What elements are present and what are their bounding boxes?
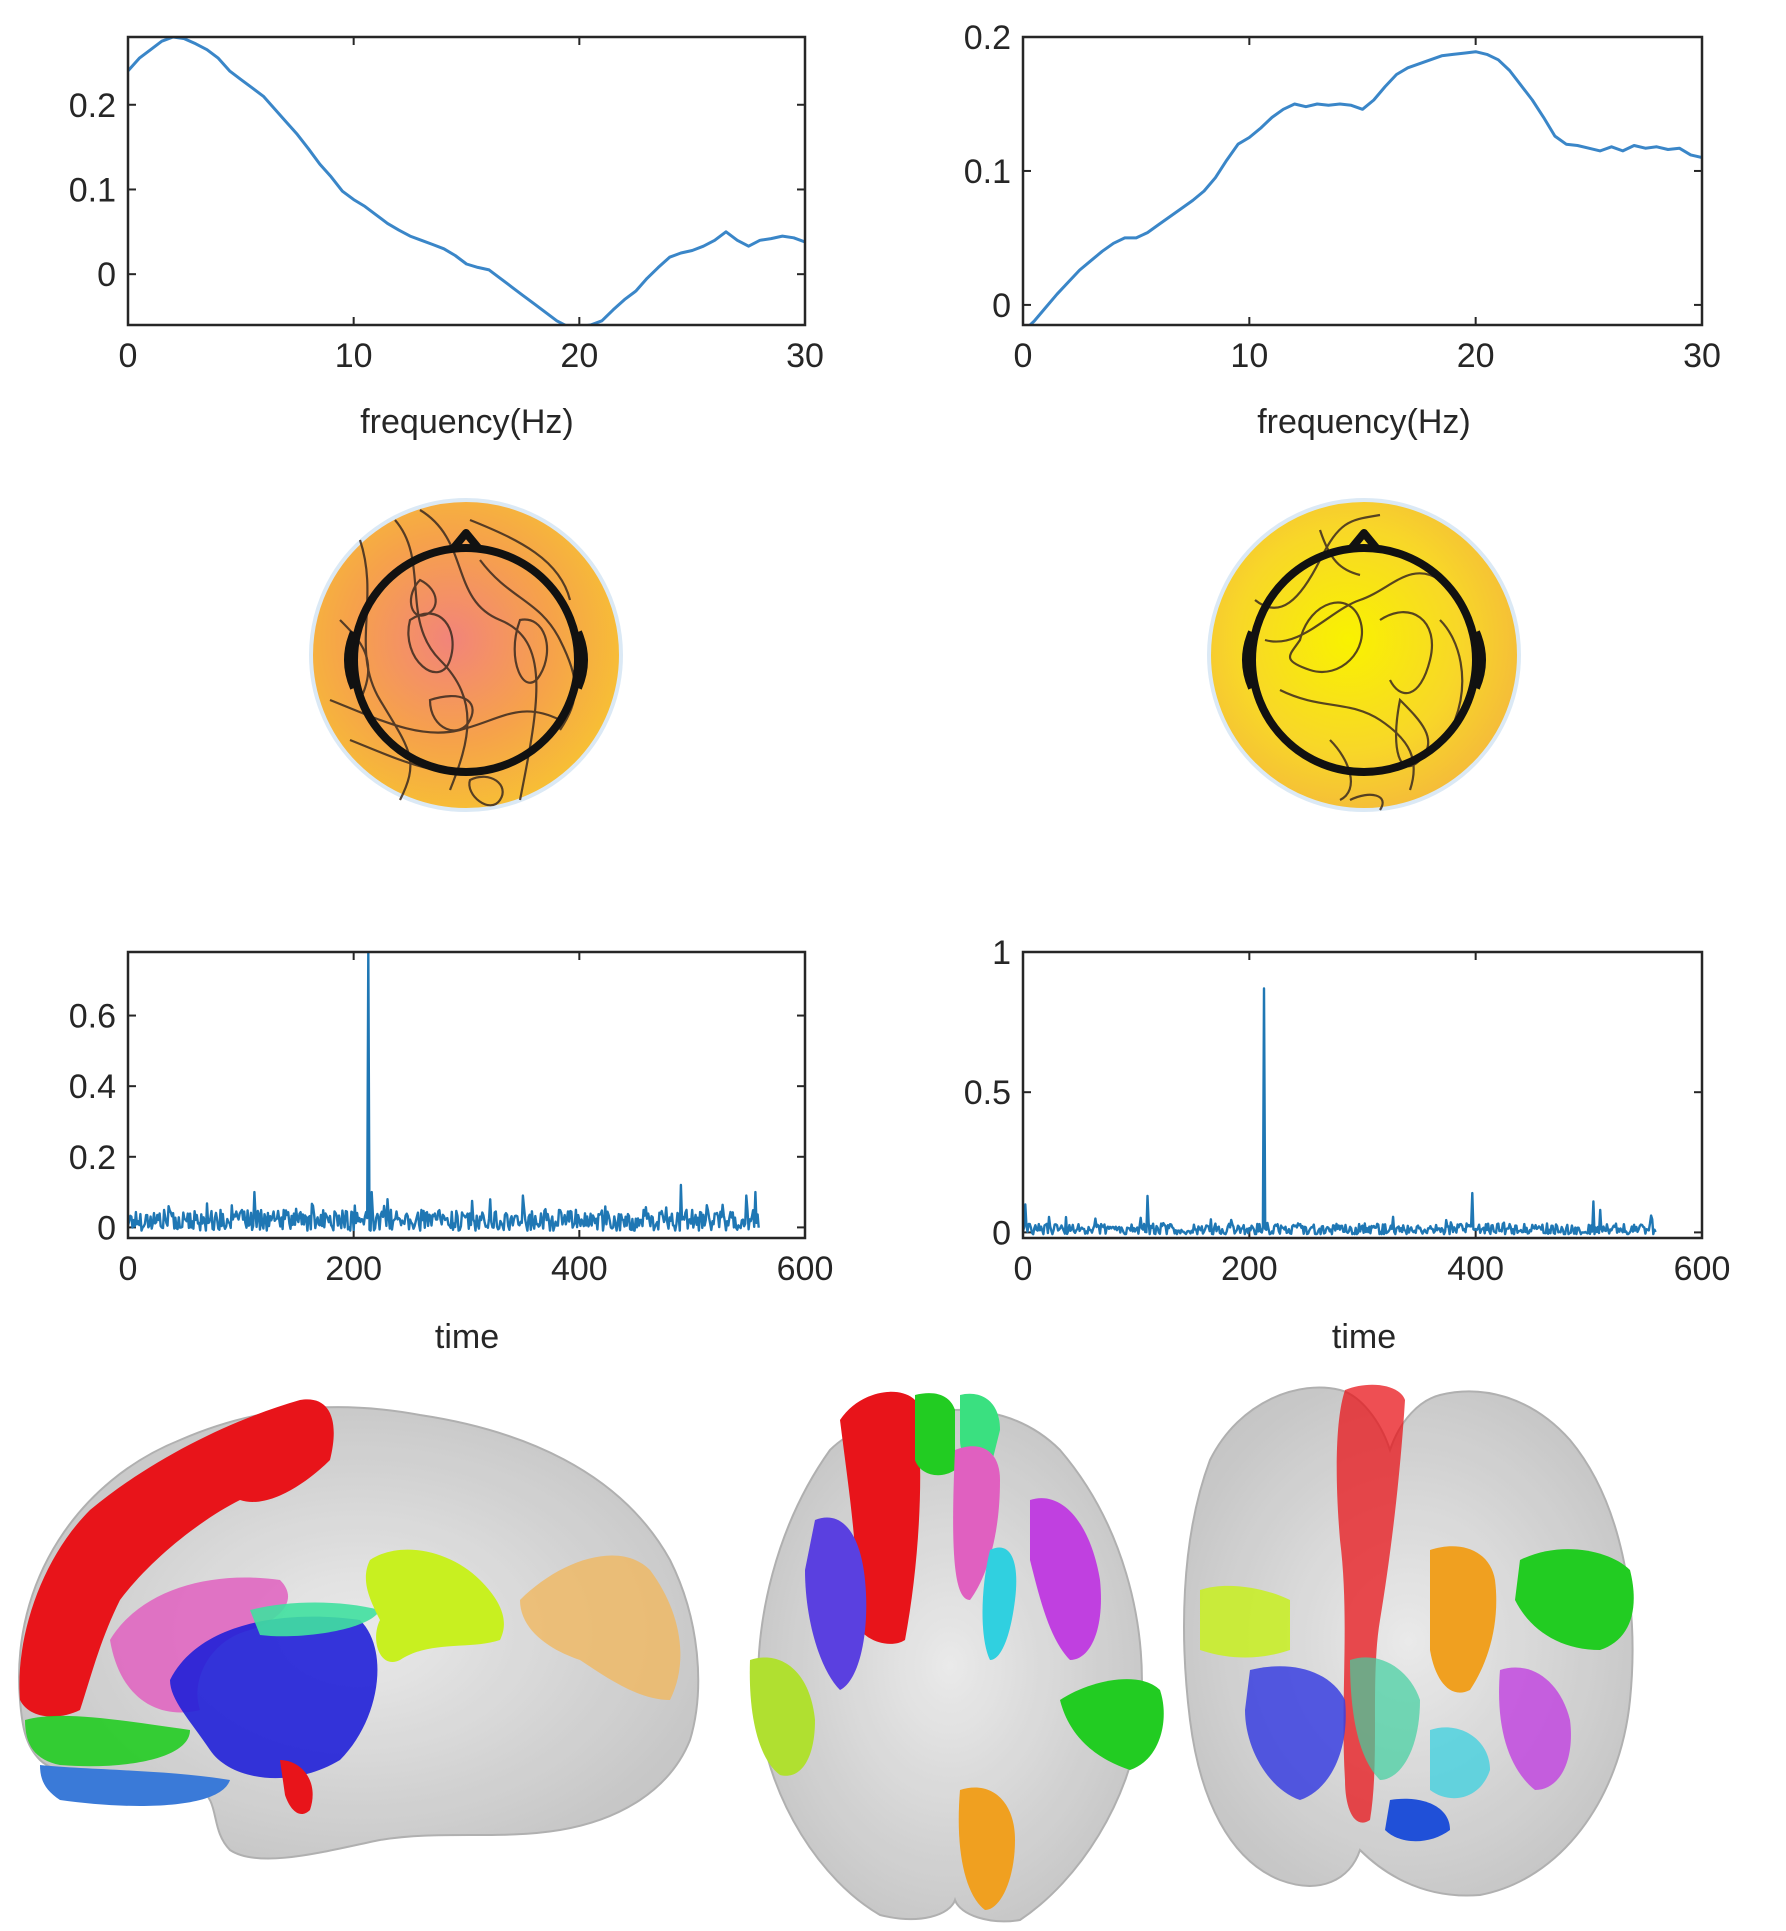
- brain-surface: [757, 1409, 1143, 1923]
- x-tick-label: 0: [1014, 1250, 1033, 1288]
- region-teal: [1350, 1657, 1420, 1780]
- x-tick-label: 20: [1457, 337, 1495, 375]
- region-red-lower: [280, 1760, 313, 1815]
- region-cyan: [982, 1547, 1017, 1660]
- x-axis-label: frequency(Hz): [1257, 403, 1471, 441]
- region-teal: [250, 1602, 380, 1637]
- x-tick-label: 20: [560, 337, 598, 375]
- region-yellowgreen: [749, 1657, 815, 1776]
- y-tick-label: 1: [992, 934, 1011, 972]
- y-tick-label: 0.2: [964, 19, 1011, 57]
- x-tick-label: 0: [119, 1250, 138, 1288]
- x-tick-label: 600: [777, 1250, 834, 1288]
- x-tick-label: 600: [1674, 1250, 1731, 1288]
- timecourse-right-chart: time 0 200 400 600 0 0.5 1: [964, 934, 1731, 1356]
- region-pink: [110, 1577, 289, 1713]
- head-outline: [1242, 529, 1486, 776]
- region-orange: [1430, 1546, 1497, 1693]
- region-purple: [1030, 1498, 1101, 1660]
- y-tick-label: 0.5: [964, 1074, 1011, 1112]
- head-outline: [344, 529, 588, 776]
- x-axis-label: time: [1332, 1318, 1396, 1356]
- y-tick-label: 0.6: [69, 998, 116, 1036]
- series-line: [1023, 987, 1657, 1236]
- spectrum-right-chart: frequency(Hz) 0 10 20 30 0 0.1 0.2: [964, 19, 1721, 441]
- x-tick-label: 30: [1683, 337, 1721, 375]
- y-tick-label: 0.2: [69, 1139, 116, 1177]
- y-tick-label: 0: [97, 1209, 116, 1247]
- x-tick-label: 30: [786, 337, 824, 375]
- y-tick-label: 0: [992, 1214, 1011, 1252]
- y-tick-label: 0.1: [69, 171, 116, 209]
- x-axis-label: time: [435, 1318, 499, 1356]
- region-yellowgreen: [365, 1549, 504, 1662]
- y-tick-label: 0.1: [964, 153, 1011, 191]
- x-tick-label: 400: [551, 1250, 608, 1288]
- region-green: [25, 1715, 190, 1767]
- axes-box: [126, 950, 807, 1240]
- x-tick-label: 200: [1221, 1250, 1278, 1288]
- x-tick-label: 400: [1447, 1250, 1504, 1288]
- region-yellowgreen: [1200, 1585, 1290, 1658]
- series-line: [128, 37, 805, 325]
- axes-box: [1021, 35, 1704, 327]
- series-line: [128, 952, 760, 1232]
- x-tick-label: 10: [335, 337, 373, 375]
- spectrum-left-chart: frequency(Hz) 0 10 20 30 0 0.1 0.2: [69, 35, 824, 441]
- x-tick-label: 200: [325, 1250, 382, 1288]
- brain-coronal-view: [1183, 1384, 1634, 1897]
- axes-box: [1021, 950, 1704, 1240]
- region-lightblue: [40, 1765, 230, 1806]
- region-orange: [520, 1555, 681, 1700]
- axes-box: [126, 35, 807, 327]
- region-orange: [958, 1787, 1015, 1910]
- x-axis-label: frequency(Hz): [360, 403, 574, 441]
- y-tick-label: 0: [992, 287, 1011, 325]
- brain-axial-view: [749, 1391, 1164, 1923]
- topomap-right: [1207, 498, 1521, 812]
- region-purple: [1499, 1667, 1571, 1790]
- x-tick-label: 0: [119, 337, 138, 375]
- y-tick-label: 0.4: [69, 1068, 116, 1106]
- region-green-3: [1060, 1679, 1164, 1770]
- region-cyan: [1430, 1727, 1490, 1799]
- region-blue: [170, 1616, 378, 1779]
- region-blue: [805, 1517, 867, 1690]
- x-tick-label: 10: [1230, 337, 1268, 375]
- region-blue-bottom: [1385, 1798, 1450, 1842]
- region-green: [915, 1393, 955, 1476]
- region-blue: [1245, 1666, 1346, 1800]
- series-line: [1027, 50, 1702, 325]
- topomap-left: [309, 498, 623, 812]
- x-tick-label: 0: [1014, 337, 1033, 375]
- region-green: [1515, 1549, 1634, 1650]
- y-tick-label: 0: [97, 256, 116, 294]
- brain-sagittal-view: [18, 1399, 700, 1860]
- region-red: [19, 1399, 334, 1717]
- timecourse-left-chart: time 0 200 400 600 0 0.2 0.4 0.6: [69, 950, 834, 1356]
- y-tick-label: 0.2: [69, 87, 116, 125]
